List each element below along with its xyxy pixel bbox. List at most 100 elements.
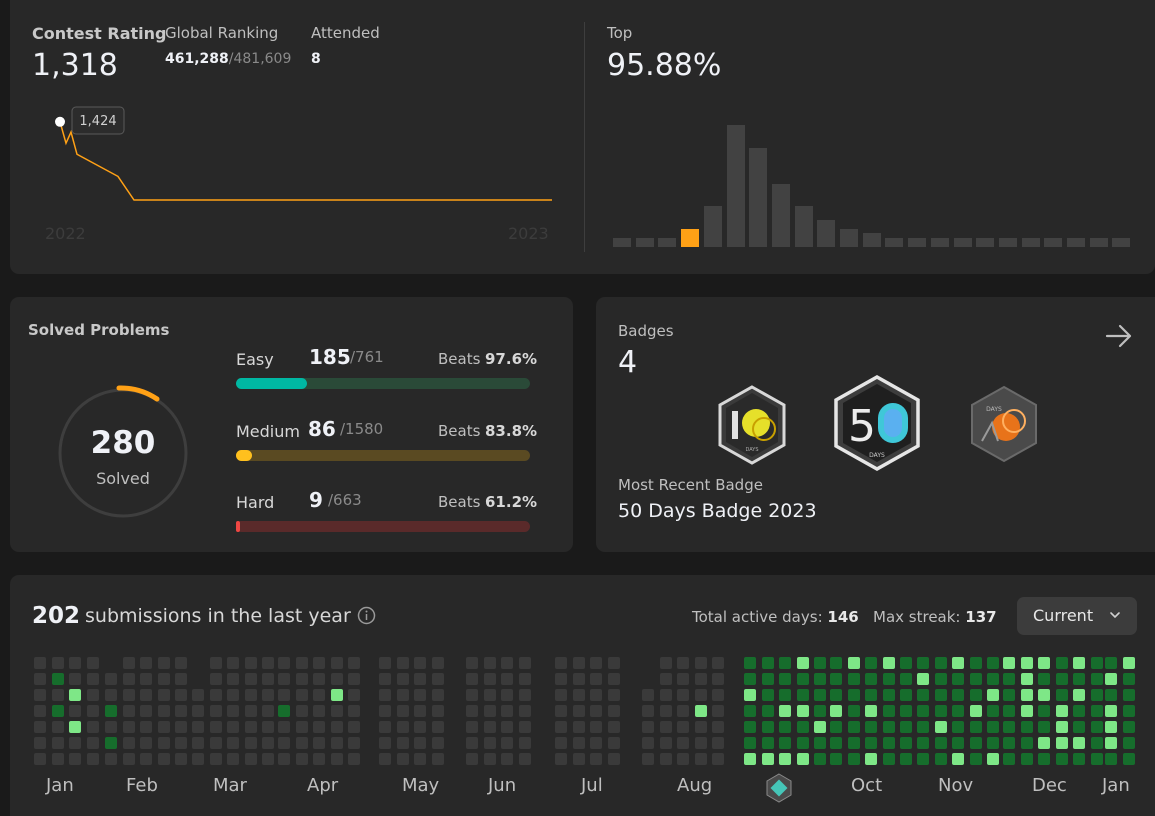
heatmap-cell[interactable] (51, 737, 64, 749)
heatmap-cell[interactable] (694, 753, 707, 765)
heatmap-cell[interactable] (1073, 673, 1085, 685)
heatmap-cell[interactable] (262, 689, 274, 701)
heatmap-cell[interactable] (830, 737, 842, 749)
heatmap-cell[interactable] (1073, 705, 1085, 717)
heatmap-cell[interactable] (814, 737, 826, 749)
heatmap-cell[interactable] (1055, 673, 1068, 685)
heatmap-cell[interactable] (262, 737, 274, 749)
heatmap-cell[interactable] (1105, 753, 1117, 765)
heatmap-cell[interactable] (796, 657, 809, 669)
heatmap-cell[interactable] (227, 673, 239, 685)
heatmap-cell[interactable] (278, 753, 290, 765)
heatmap-cell[interactable] (572, 657, 585, 669)
heatmap-cell[interactable] (244, 737, 257, 749)
heatmap-cell[interactable] (431, 689, 444, 701)
heatmap-cell[interactable] (140, 657, 152, 669)
heatmap-cell[interactable] (555, 673, 567, 685)
heatmap-cell[interactable] (1122, 753, 1135, 765)
heatmap-cell[interactable] (86, 705, 99, 717)
heatmap-cell[interactable] (105, 753, 117, 765)
heatmap-cell[interactable] (414, 721, 426, 733)
heatmap-cell[interactable] (466, 721, 478, 733)
heatmap-cell[interactable] (607, 705, 620, 717)
heatmap-cell[interactable] (590, 657, 602, 669)
heatmap-cell[interactable] (313, 689, 325, 701)
heatmap-cell[interactable] (396, 721, 409, 733)
heatmap-cell[interactable] (814, 673, 826, 685)
heatmap-cell[interactable] (69, 753, 81, 765)
heatmap-cell[interactable] (431, 737, 444, 749)
heatmap-cell[interactable] (348, 689, 360, 701)
heatmap-cell[interactable] (34, 705, 46, 717)
heatmap-cell[interactable] (209, 753, 222, 765)
heatmap-cell[interactable] (86, 753, 99, 765)
heatmap-cell[interactable] (1122, 673, 1135, 685)
info-icon[interactable] (357, 606, 376, 625)
heatmap-cell[interactable] (396, 753, 409, 765)
heatmap-cell[interactable] (1020, 689, 1033, 701)
heatmap-cell[interactable] (262, 673, 274, 685)
heatmap-cell[interactable] (865, 689, 877, 701)
heatmap-cell[interactable] (900, 673, 912, 685)
heatmap-cell[interactable] (69, 737, 81, 749)
heatmap-cell[interactable] (847, 705, 860, 717)
heatmap-cell[interactable] (1003, 721, 1015, 733)
heatmap-cell[interactable] (1090, 673, 1103, 685)
heatmap-cell[interactable] (51, 657, 64, 669)
heatmap-cell[interactable] (348, 705, 360, 717)
heatmap-cell[interactable] (313, 753, 325, 765)
heatmap-cell[interactable] (330, 689, 343, 701)
calendar-badge-marker-icon[interactable] (764, 773, 794, 803)
heatmap-cell[interactable] (761, 721, 774, 733)
heatmap-cell[interactable] (295, 753, 308, 765)
heatmap-cell[interactable] (330, 705, 343, 717)
heatmap-cell[interactable] (761, 705, 774, 717)
heatmap-cell[interactable] (952, 721, 964, 733)
heatmap-cell[interactable] (86, 737, 99, 749)
heatmap-cell[interactable] (796, 737, 809, 749)
heatmap-cell[interactable] (572, 673, 585, 685)
heatmap-cell[interactable] (313, 657, 325, 669)
heatmap-cell[interactable] (1090, 753, 1103, 765)
heatmap-cell[interactable] (209, 737, 222, 749)
heatmap-cell[interactable] (642, 721, 654, 733)
heatmap-cell[interactable] (295, 657, 308, 669)
heatmap-cell[interactable] (227, 657, 239, 669)
heatmap-cell[interactable] (969, 737, 982, 749)
heatmap-cell[interactable] (69, 657, 81, 669)
heatmap-cell[interactable] (175, 753, 187, 765)
heatmap-cell[interactable] (1055, 705, 1068, 717)
heatmap-cell[interactable] (642, 737, 654, 749)
heatmap-cell[interactable] (900, 689, 912, 701)
heatmap-cell[interactable] (348, 721, 360, 733)
heatmap-cell[interactable] (917, 705, 929, 717)
heatmap-cell[interactable] (590, 721, 602, 733)
badge-50-days-icon[interactable]: 5 DAYS (832, 375, 922, 471)
heatmap-cell[interactable] (69, 721, 81, 733)
heatmap-cell[interactable] (865, 753, 877, 765)
heatmap-cell[interactable] (1105, 689, 1117, 701)
heatmap-cell[interactable] (882, 705, 895, 717)
heatmap-cell[interactable] (969, 721, 982, 733)
heatmap-cell[interactable] (278, 673, 290, 685)
heatmap-cell[interactable] (295, 705, 308, 717)
heatmap-cell[interactable] (157, 705, 170, 717)
heatmap-cell[interactable] (590, 673, 602, 685)
heatmap-cell[interactable] (572, 689, 585, 701)
heatmap-cell[interactable] (694, 705, 707, 717)
heatmap-cell[interactable] (969, 689, 982, 701)
heatmap-cell[interactable] (140, 753, 152, 765)
heatmap-cell[interactable] (882, 737, 895, 749)
heatmap-cell[interactable] (105, 689, 117, 701)
heatmap-cell[interactable] (414, 705, 426, 717)
heatmap-cell[interactable] (917, 657, 929, 669)
heatmap-cell[interactable] (865, 721, 877, 733)
badge-days-icon[interactable]: DAYS (968, 385, 1040, 463)
heatmap-cell[interactable] (86, 673, 99, 685)
heatmap-cell[interactable] (952, 753, 964, 765)
heatmap-cell[interactable] (744, 721, 756, 733)
heatmap-cell[interactable] (607, 689, 620, 701)
heatmap-cell[interactable] (1020, 705, 1033, 717)
heatmap-cell[interactable] (86, 657, 99, 669)
heatmap-cell[interactable] (659, 705, 672, 717)
